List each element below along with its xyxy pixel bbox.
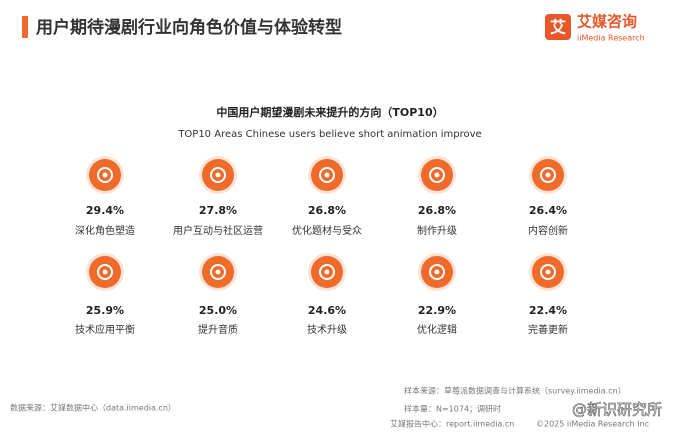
item-value: 22.4% (529, 304, 567, 317)
icon-glyph (540, 264, 556, 280)
item-label: 优化题材与受众 (292, 224, 362, 237)
icon-glyph (210, 167, 226, 183)
page-title: 用户期待漫剧行业向角色价值与体验转型 (36, 17, 342, 38)
item-value: 24.6% (308, 304, 346, 317)
figure-subtitle: TOP10 Areas Chinese users believe short … (177, 129, 481, 140)
logo-text: 艾媒咨询 (577, 13, 637, 31)
item-value: 22.9% (418, 304, 456, 317)
icon-glyph-dot (215, 172, 221, 178)
item-value: 26.8% (418, 204, 456, 217)
figure-title: 中国用户期望漫剧未来提升的方向（TOP10） (216, 105, 443, 119)
item-label: 深化角色塑造 (75, 224, 135, 237)
item-value: 27.8% (199, 204, 237, 217)
icon-glyph-dot (545, 172, 551, 178)
icon-glyph-dot (102, 269, 108, 275)
item-label: 技术应用平衡 (75, 323, 135, 336)
icon-glyph (97, 167, 113, 183)
item-label: 技术升级 (307, 323, 347, 336)
icon-glyph-dot (434, 172, 440, 178)
sample-size: 样本量：N=1074；调研时 (404, 404, 501, 414)
icon-glyph (319, 167, 335, 183)
watermark: @新识研究所 (572, 401, 662, 419)
item-label: 优化逻辑 (417, 323, 457, 336)
copyright: ©2025 iiMedia Research Inc (536, 420, 649, 429)
item-value: 26.8% (308, 204, 346, 217)
icon-glyph-dot (434, 269, 440, 275)
item-label: 提升音质 (198, 323, 238, 336)
item-value: 25.9% (86, 304, 124, 317)
icon-glyph (210, 264, 226, 280)
item-value: 29.4% (86, 204, 124, 217)
logo-en: iiMedia Research (577, 34, 645, 43)
logo-icon (545, 14, 571, 40)
item-label: 完善更新 (528, 323, 568, 336)
icon-glyph (429, 264, 445, 280)
icon-glyph (319, 264, 335, 280)
item-label: 用户互动与社区运营 (173, 224, 263, 237)
logo-glyph: 艾 (550, 18, 566, 37)
title-accent (22, 16, 28, 38)
icon-glyph-dot (215, 269, 221, 275)
icon-glyph-dot (102, 172, 108, 178)
item-label: 制作升级 (417, 224, 457, 237)
icon-glyph-dot (324, 269, 330, 275)
icon-glyph (540, 167, 556, 183)
item-value: 26.4% (529, 204, 567, 217)
item-label: 内容创新 (528, 224, 568, 237)
report-center: 艾媒报告中心：report.iimedia.cn (390, 419, 514, 429)
sample-source: 样本来源：草莓派数据调查与计算系统（survey.iimedia.cn） (404, 386, 626, 396)
source: 数据来源：艾媒数据中心（data.iimedia.cn） (10, 403, 176, 413)
icon-glyph (97, 264, 113, 280)
icon-glyph-dot (545, 269, 551, 275)
icon-glyph (429, 167, 445, 183)
icon-glyph-dot (324, 172, 330, 178)
item-value: 25.0% (199, 304, 237, 317)
